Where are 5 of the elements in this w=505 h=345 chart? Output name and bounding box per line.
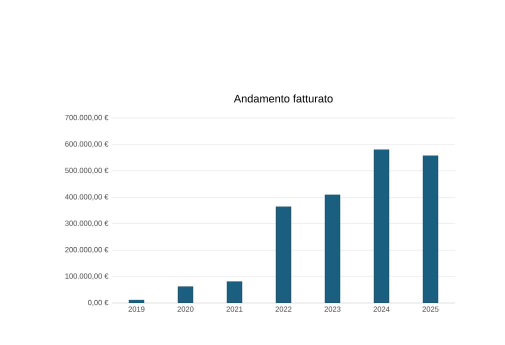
bar xyxy=(276,206,292,303)
bar xyxy=(324,194,340,303)
bar xyxy=(422,156,438,303)
bar xyxy=(374,150,390,303)
chart-title: Andamento fatturato xyxy=(234,94,333,103)
